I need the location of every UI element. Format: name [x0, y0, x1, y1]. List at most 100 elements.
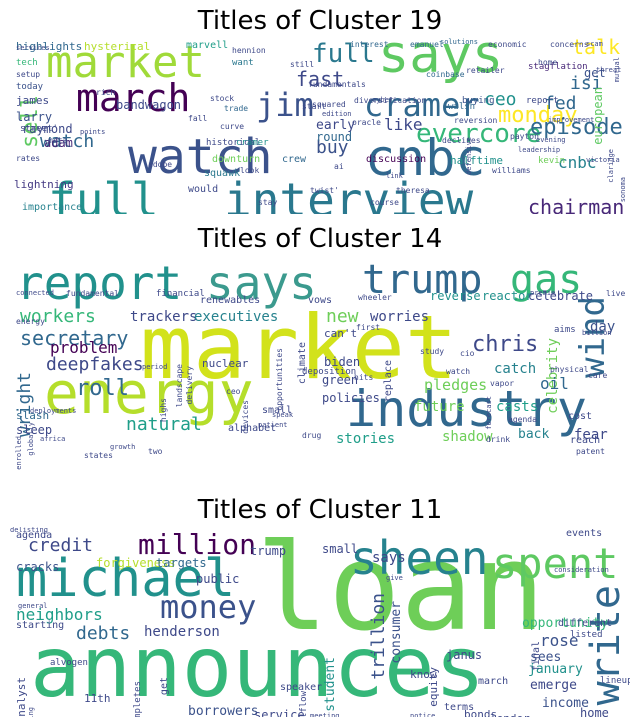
cloud-word: oil: [540, 374, 569, 393]
cloud-word: edition: [322, 110, 352, 118]
cloud-word: patient: [258, 421, 288, 429]
cloud-word: williams: [492, 166, 531, 175]
cloud-word: declines: [442, 136, 481, 145]
cloud-word: james: [16, 94, 50, 107]
cloud-word: spent: [492, 539, 619, 588]
cloud-word: home: [538, 58, 558, 67]
cloud-word: diversification: [354, 96, 427, 105]
cloud-word: fundamentals: [308, 80, 366, 89]
cloud-word: get: [159, 677, 170, 696]
cloud-word: deepfakes: [46, 354, 144, 375]
cloud-word: janus: [446, 648, 483, 662]
cloud-word: oracle: [352, 118, 381, 127]
panel-title: Titles of Cluster 14: [197, 224, 443, 254]
cloud-word: trump: [362, 257, 483, 303]
cloud-word: policies: [322, 391, 380, 405]
cloud-word: still: [290, 60, 315, 69]
cloud-word: million: [138, 528, 257, 561]
cloud-word: raymond: [22, 122, 73, 136]
cloud-word: fast: [296, 67, 345, 91]
cloud-word: analyst: [15, 677, 28, 717]
cloud-word: industry: [346, 380, 587, 438]
cloud-word: squared: [312, 100, 346, 109]
cloud-word: credit: [28, 535, 94, 556]
cloud-word: gas: [510, 257, 583, 303]
cloud-word: opportunities: [275, 348, 284, 411]
cloud-word: says: [372, 550, 406, 566]
cloud-word: would: [188, 184, 219, 195]
word-cloud: loan announces michael sheen spent write money…: [10, 527, 630, 717]
cloud-word: retailer: [466, 66, 505, 75]
cloud-word: energy: [44, 359, 254, 427]
cloud-word: highs: [159, 398, 168, 423]
cloud-word: want: [232, 58, 254, 68]
cloud-word: early: [316, 118, 356, 133]
cloud-word: drink: [486, 435, 511, 444]
cloud-word: fundamental: [66, 289, 119, 298]
cloud-word: cramer: [364, 86, 480, 124]
cloud-word: stock: [210, 94, 235, 103]
cloud-word: fed: [544, 93, 577, 114]
cloud-word: bandwagon: [116, 98, 182, 112]
cloud-word: delivery: [185, 366, 194, 405]
cloud-word: tech: [16, 58, 38, 68]
cloud-word: financial: [156, 289, 205, 299]
cloud-word: stay: [258, 198, 278, 207]
panel-title: Titles of Cluster 19: [197, 6, 443, 36]
cloud-word: chris: [472, 332, 539, 357]
cloud-word: wheeler: [358, 293, 392, 302]
cloud-word: forgiveness: [96, 556, 176, 570]
cloud-word: public: [196, 572, 240, 586]
cloud-word: 11th: [84, 692, 111, 705]
cloud-word: ceo: [226, 387, 241, 396]
cloud-word: hysterical: [84, 40, 151, 53]
cloud-word: slash: [16, 409, 50, 422]
cloud-word: interview: [224, 173, 474, 214]
cloud-word: halftime: [450, 154, 503, 167]
cloud-word: speak: [272, 411, 294, 419]
cloud-word: theresa: [396, 186, 430, 195]
cloud-word: small: [322, 542, 359, 556]
cloud-word: interest: [350, 40, 389, 49]
cloud-word: green: [322, 373, 359, 387]
cloud-word: talk: [572, 37, 621, 59]
cloud-word: get: [584, 66, 606, 80]
cloud-word: market: [140, 296, 458, 399]
cloud-word: importance: [22, 202, 83, 213]
cloud-word: study: [420, 347, 445, 356]
cloud-word: look: [240, 166, 260, 175]
cloud-word: back: [518, 427, 550, 442]
cloud-word: announces: [30, 618, 486, 716]
cloud-word: starting: [16, 620, 65, 631]
cloud-word: lender: [490, 713, 530, 717]
cloud-word: stagflation: [528, 62, 588, 72]
cloud-word: can't: [324, 327, 358, 340]
cloud-word: says: [206, 256, 317, 310]
cloud-word: replace: [383, 360, 394, 403]
cloud-word: biden: [324, 355, 361, 369]
cloud-word: fear: [574, 427, 608, 443]
cloud-word: energy: [16, 317, 45, 326]
cloud-word: larry: [16, 110, 53, 124]
cloud-word: patent: [576, 447, 605, 456]
cloud-word: africa: [40, 435, 66, 443]
cloud-word: hits: [354, 373, 374, 382]
cloud-word: street': [20, 124, 58, 134]
cloud-word: money: [160, 588, 257, 626]
cloud-word: march: [76, 76, 191, 120]
cloud-word: ai: [334, 162, 344, 171]
cloud-word: round: [316, 130, 353, 144]
cloud-word: points: [80, 128, 106, 136]
cloud-word: home: [580, 706, 609, 717]
cloud-word: natural: [126, 414, 202, 435]
cloud-word: cyber: [372, 96, 394, 104]
cloud-word: reverse: [430, 289, 481, 303]
cloud-word: deployments: [30, 407, 77, 415]
cloud-word: worries: [370, 309, 430, 325]
cloud-word: trump: [250, 544, 287, 558]
cloud-word: listed: [570, 630, 603, 640]
cloud-word: adobe: [148, 160, 173, 169]
cloud-word: claridge: [607, 149, 615, 183]
cloud-word: downturn: [212, 154, 261, 165]
cloud-word: full: [312, 39, 375, 69]
